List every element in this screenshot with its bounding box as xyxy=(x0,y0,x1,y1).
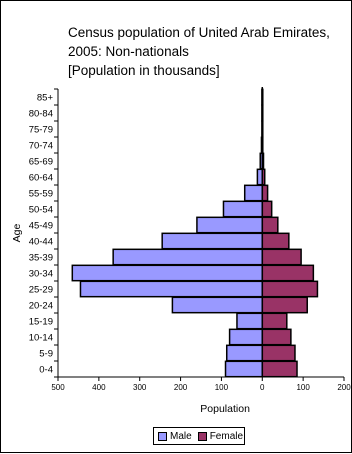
bar-female-30-34 xyxy=(261,264,315,282)
chart-legend: Male Female xyxy=(153,427,245,445)
chart-title-line-1: Census population of United Arab Emirate… xyxy=(68,25,330,40)
bar-male-50-54 xyxy=(222,200,264,218)
bar-female-25-29 xyxy=(261,280,319,298)
bar-male-10-14 xyxy=(228,328,264,346)
bar-male-35-39 xyxy=(112,248,264,266)
bar-male-45-49 xyxy=(196,216,264,234)
bar-female-20-24 xyxy=(261,296,308,314)
chart-title-line-3: [Population in thousands] xyxy=(68,63,220,78)
y-tick-label-55-59: 55-59 xyxy=(29,189,53,200)
x-tick-label-3: 200 xyxy=(174,383,188,392)
y-axis-title: Age xyxy=(11,224,23,243)
y-tick-label-35-39: 35-39 xyxy=(29,253,53,264)
x-tick-label-7: 200 xyxy=(337,383,351,392)
bar-male-55-59 xyxy=(243,184,264,202)
legend-item-female: Female xyxy=(197,430,244,442)
bar-male-40-44 xyxy=(161,232,264,250)
bar-female-40-44 xyxy=(261,232,290,250)
y-tick-label-50-54: 50-54 xyxy=(29,205,53,216)
bar-male-20-24 xyxy=(171,296,264,314)
y-tick-label-5-9: 5-9 xyxy=(39,349,53,360)
bar-male-0-4 xyxy=(224,360,264,378)
y-tick-label-65-69: 65-69 xyxy=(29,157,53,168)
x-tick-label-2: 300 xyxy=(133,383,147,392)
x-tick-label-6: 100 xyxy=(296,383,310,392)
bar-female-10-14 xyxy=(261,328,292,346)
legend-item-male: Male xyxy=(158,431,192,442)
y-tick-label-0-4: 0-4 xyxy=(39,365,53,376)
bar-female-35-39 xyxy=(261,248,302,266)
x-tick-label-4: 100 xyxy=(215,383,229,392)
y-tick-label-20-24: 20-24 xyxy=(29,301,53,312)
bar-female-15-19 xyxy=(261,312,288,330)
legend-label-female: Female xyxy=(209,430,244,442)
bar-female-0-4 xyxy=(261,360,298,378)
bar-male-5-9 xyxy=(225,344,264,362)
x-tick-label-5: 0 xyxy=(260,383,265,392)
bar-female-5-9 xyxy=(261,344,296,362)
bar-male-30-34 xyxy=(71,264,264,282)
legend-swatch-male xyxy=(158,431,167,441)
legend-swatch-female xyxy=(197,431,207,441)
bar-female-55-59 xyxy=(261,184,269,202)
x-tick-label-1: 400 xyxy=(92,383,106,392)
y-tick-label-10-14: 10-14 xyxy=(29,333,53,344)
y-tick-label-60-64: 60-64 xyxy=(29,173,53,184)
bar-male-15-19 xyxy=(236,312,264,330)
y-tick-label-80-84: 80-84 xyxy=(29,109,53,120)
y-tick-label-25-29: 25-29 xyxy=(29,285,53,296)
bar-male-25-29 xyxy=(79,280,264,298)
y-tick-label-70-74: 70-74 xyxy=(29,141,53,152)
y-tick-label-45-49: 45-49 xyxy=(29,221,53,232)
y-tick-label-75-79: 75-79 xyxy=(29,125,53,136)
legend-label-male: Male xyxy=(170,430,192,442)
y-tick-label-85+: 85+ xyxy=(37,93,54,104)
y-tick-label-15-19: 15-19 xyxy=(29,317,53,328)
chart-title-line-2: 2005: Non-nationals xyxy=(68,44,189,59)
x-axis-title: Population xyxy=(200,403,250,415)
y-tick-label-40-44: 40-44 xyxy=(29,237,53,248)
bar-female-50-54 xyxy=(261,200,273,218)
y-tick-label-30-34: 30-34 xyxy=(29,269,53,280)
chart-title: Census population of United Arab Emirate… xyxy=(68,23,330,80)
bar-female-45-49 xyxy=(261,216,279,234)
x-tick-label-0: 500 xyxy=(51,383,65,392)
